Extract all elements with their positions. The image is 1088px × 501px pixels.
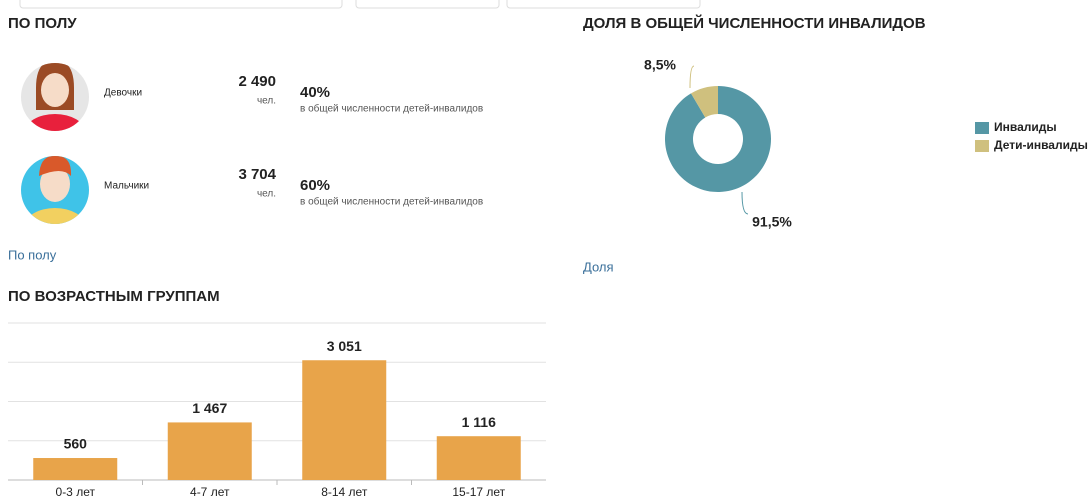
bar xyxy=(302,360,387,480)
donut-segment xyxy=(665,86,771,192)
value-label: 8,5% xyxy=(644,57,676,73)
gender-name: Девочки xyxy=(104,88,142,99)
value-label: 1 116 xyxy=(462,414,496,430)
bar xyxy=(167,422,252,480)
avatar xyxy=(21,156,89,224)
unit: чел. xyxy=(257,189,276,200)
note: в общей численности детей-инвалидов xyxy=(300,196,483,208)
x-tick-label: 15-17 лет xyxy=(452,485,505,499)
bar xyxy=(436,436,521,480)
avatar xyxy=(21,63,89,131)
legend-label: Инвалиды xyxy=(994,120,1057,134)
input[interactable] xyxy=(355,0,500,9)
percent: 60% xyxy=(300,177,330,194)
legend-swatch xyxy=(975,140,989,152)
input[interactable] xyxy=(506,0,701,9)
x-tick-label: 0-3 лет xyxy=(56,485,96,499)
donut-segment xyxy=(691,86,718,118)
value-label: 91,5% xyxy=(752,214,792,230)
input[interactable] xyxy=(19,0,343,9)
x-tick-label: 8-14 лет xyxy=(321,485,368,499)
count: 3 704 xyxy=(238,166,276,183)
bar xyxy=(33,458,118,480)
link[interactable]: Доля xyxy=(583,259,614,274)
unit: чел. xyxy=(257,96,276,107)
leader-line xyxy=(689,65,695,89)
section-title: ПО ВОЗРАСТНЫМ ГРУППАМ xyxy=(8,288,220,305)
count: 2 490 xyxy=(238,73,276,90)
link[interactable]: По полу xyxy=(8,247,57,262)
value-label: 1 467 xyxy=(192,400,227,416)
section-title: ДОЛЯ В ОБЩЕЙ ЧИСЛЕННОСТИ ИНВАЛИДОВ xyxy=(583,14,926,32)
section-title: ПО ПОЛУ xyxy=(8,15,77,32)
value-label: 3 051 xyxy=(327,338,362,354)
legend-label: Дети-инвалиды xyxy=(994,138,1088,152)
leader-line xyxy=(741,191,749,215)
x-tick-label: 4-7 лет xyxy=(190,485,230,499)
gender-name: Мальчики xyxy=(104,181,149,192)
note: в общей численности детей-инвалидов xyxy=(300,103,483,115)
percent: 40% xyxy=(300,84,330,101)
legend-swatch xyxy=(975,122,989,134)
value-label: 560 xyxy=(64,436,88,452)
